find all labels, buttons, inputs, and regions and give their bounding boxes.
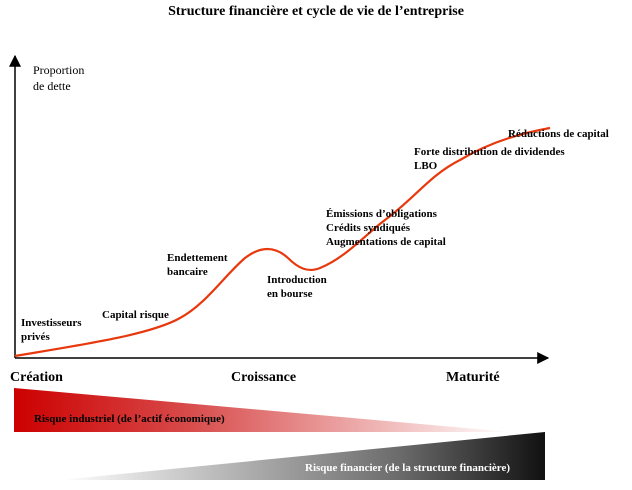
y-axis-label-line: Proportion [33, 63, 85, 77]
industrial-risk-wedge [14, 388, 510, 432]
industrial-risk-label: Risque industriel (de l’actif économique… [34, 413, 225, 425]
stage-label-bonds-loans: Émissions d’obligations Crédits syndiqué… [326, 208, 446, 248]
stage-label-private-investors: Investisseurs privés [21, 317, 82, 343]
stage-label-capital-reduction: Réductions de capital [508, 128, 609, 140]
phase-maturity: Maturité [446, 370, 500, 385]
phase-growth: Croissance [231, 370, 297, 385]
debt-proportion-curve [14, 126, 551, 358]
financial-risk-wedge [60, 432, 545, 480]
y-axis-label-line: de dette [33, 79, 71, 93]
diagram-title: Structure financière et cycle de vie de … [168, 4, 464, 19]
financial-risk-label: Risque financier (de la structure financ… [305, 462, 511, 474]
stage-label-ipo: Introduction en bourse [267, 274, 327, 300]
stage-label-bank-debt: Endettement bancaire [167, 252, 228, 278]
phase-creation: Création [10, 370, 63, 385]
stage-label-venture-capital: Capital risque [102, 309, 169, 321]
stage-label-dividends-lbo: Forte distribution de dividendes LBO [414, 146, 565, 172]
y-axis-label: Proportion de dette [33, 62, 84, 94]
